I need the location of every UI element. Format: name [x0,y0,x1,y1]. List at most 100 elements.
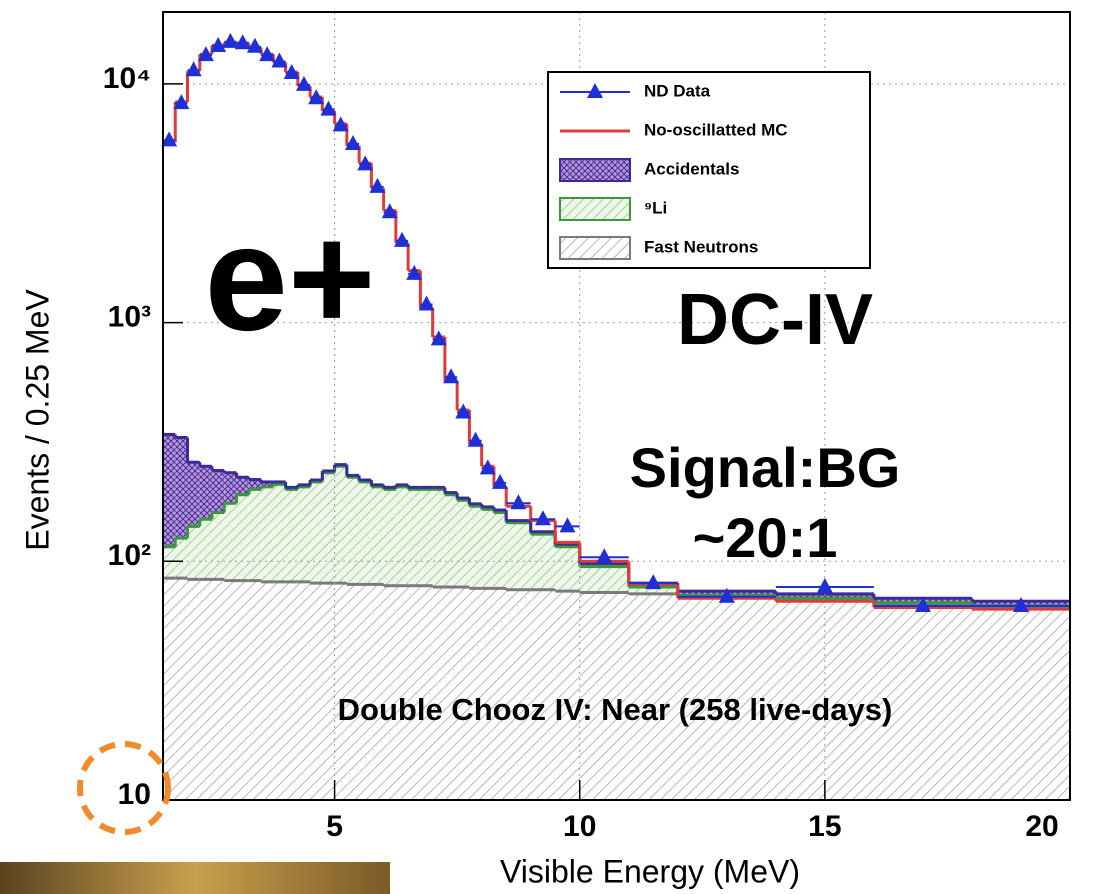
stack-bar [285,581,298,800]
stack-bar [248,580,262,800]
stack-bar [261,486,274,582]
legend-label: ⁹Li [644,198,667,217]
stack-bar [212,470,225,513]
y-tick-label: 10⁴ [103,62,151,95]
stack-bar [163,578,176,800]
data-point [246,37,263,53]
stack-bar [310,481,323,584]
stack-bar [224,503,237,581]
data-point [210,37,227,53]
stack-bar [420,489,433,586]
stack-bar [873,604,972,800]
data-point [357,155,374,171]
data-point [418,295,435,311]
stack-bar [297,486,311,582]
legend-label: ND Data [644,81,711,100]
stack-bar [469,506,482,589]
data-point [492,473,509,489]
stack-bar [395,585,409,800]
data-point [283,64,300,80]
data-point [406,264,423,280]
data-point [308,89,325,105]
stack-bar [506,589,531,800]
data-point [645,574,662,590]
stack-bar [187,579,200,800]
stack-bar [506,522,531,590]
data-point [320,100,337,116]
stack-bar [420,585,433,800]
photo-thumbnail [0,862,390,894]
stack-bar [555,546,580,592]
data-point [259,46,276,62]
data-point [596,548,613,564]
stack-bar [285,489,298,582]
data-point [559,517,576,533]
stack-bar [261,581,274,800]
data-point [381,203,398,219]
stack-bar [371,486,384,585]
stack-bar [457,587,470,800]
stack-bar [346,477,360,585]
annotation: Signal:BG [630,436,901,499]
stack-bar [236,477,249,495]
legend-swatch [559,158,631,182]
plot-frame [162,11,1071,801]
stack-bar [359,584,372,800]
highlight-circle [77,741,171,835]
stack-bar [383,489,396,586]
data-point [455,403,472,419]
stack-bar [175,578,188,800]
legend-swatch [587,83,603,98]
stack-bar [457,500,470,588]
stack-bar [187,526,200,580]
annotation: Double Chooz IV: Near (258 live-days) [338,692,893,727]
stack-bar [273,484,286,582]
stack-bar [163,546,176,579]
data-point [816,578,833,594]
stack-bar [175,437,188,539]
stack-bar [322,583,335,800]
data-point [161,131,178,147]
data-point [234,34,251,50]
stack-bar [579,566,629,593]
stack-bar [481,509,494,589]
stack-bar [432,489,445,588]
stack-bar [212,579,225,800]
data-point [173,94,190,110]
stack-bar [359,481,372,585]
stack-bar [236,580,249,800]
stack-bar [481,588,494,800]
annotation: DC-IV [677,280,873,360]
data-point [344,134,361,150]
stack-bar [775,593,874,599]
stack-bar [469,588,482,800]
y-tick-label: 10³ [108,300,151,333]
stack-bar [408,585,421,800]
data-point [467,431,484,447]
stack-bar [273,581,286,800]
stack-bar [408,489,421,586]
data-point [914,596,931,612]
stack-bar [628,587,678,594]
stack-bar [163,434,176,547]
stack-bar [224,580,237,800]
stack-bar [530,589,556,800]
plot-area [161,11,1071,801]
data-point [394,231,411,247]
stack-bar [346,584,360,800]
stack-bar [212,512,225,580]
data-point [718,587,735,603]
stack-bar [628,593,678,800]
data-point [479,459,496,475]
data-point [534,510,551,526]
data-point [271,52,288,68]
stack-bar [310,583,323,800]
y-axis-label: Events / 0.25 MeV [19,289,55,551]
data-point [295,75,312,91]
stack-bar [322,472,335,584]
data-point [185,61,202,77]
stack-bar [444,494,458,588]
stack-bar [444,587,458,800]
legend-label: No-oscillatted MC [644,120,788,139]
legend-label: Fast Neutrons [644,237,758,256]
